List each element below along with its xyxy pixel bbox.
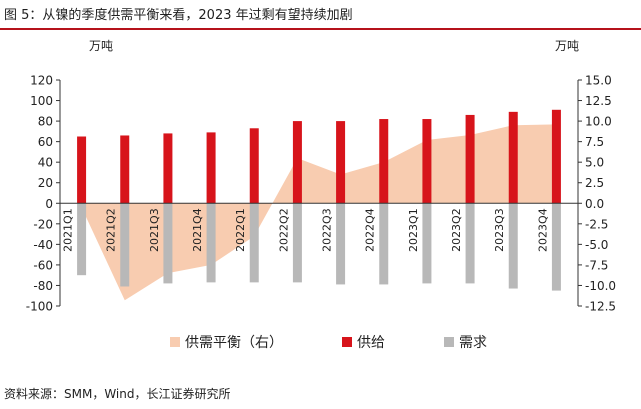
right-tick-label: -7.5 (585, 258, 608, 272)
supply-bar-2022Q1 (249, 128, 259, 204)
demand-bar-2022Q1 (249, 203, 259, 283)
legend-demand-swatch (444, 337, 454, 347)
legend-balance-label: 供需平衡（右） (185, 335, 283, 351)
supply-bar-2021Q2 (120, 135, 130, 204)
category-label: 2022Q4 (364, 208, 377, 252)
supply-bar-2022Q4 (379, 119, 389, 204)
right-tick-label: 2.5 (585, 176, 604, 190)
demand-bar-2023Q4 (551, 203, 561, 291)
right-tick-label: -2.5 (585, 217, 608, 231)
supply-bar-2023Q1 (422, 119, 432, 204)
left-tick-label: 120 (30, 74, 53, 88)
balance-area-layer (81, 124, 557, 301)
demand-bar-2021Q2 (120, 203, 130, 287)
supply-bar-2021Q1 (77, 136, 87, 204)
category-label: 2021Q1 (62, 208, 75, 252)
right-tick-label: 12.5 (585, 94, 612, 108)
chart: 120 100 80 60 40 20 0 -20 -40 -60 -80 -100 15.0 12.5 1… (26, 39, 616, 351)
right-unit-label: 万吨 (555, 39, 579, 53)
right-tick-label: -12.5 (585, 300, 616, 314)
right-tick-label: 5.0 (585, 156, 604, 170)
left-tick-label: 100 (30, 94, 53, 108)
supply-bar-2022Q3 (336, 121, 346, 204)
left-tick-label: 20 (38, 176, 53, 190)
legend-demand-label: 需求 (459, 335, 487, 351)
left-tick-label: -60 (33, 258, 53, 272)
left-tick-label: 80 (38, 115, 53, 129)
demand-bar-2021Q1 (77, 203, 87, 276)
demand-bar-2022Q2 (292, 203, 302, 283)
demand-bar-2022Q3 (336, 203, 346, 285)
left-tick-label: 40 (38, 156, 53, 170)
category-label: 2021Q4 (191, 208, 204, 252)
legend-balance-swatch (170, 337, 180, 347)
legend-supply-swatch (342, 337, 352, 347)
category-label: 2021Q2 (105, 208, 118, 252)
right-tick-label: 7.5 (585, 135, 604, 149)
left-tick-label: 0 (45, 197, 53, 211)
category-label: 2022Q1 (234, 208, 247, 252)
supply-bar-2023Q2 (465, 114, 475, 204)
category-label: 2022Q2 (277, 208, 290, 252)
left-tick-label: -20 (33, 217, 53, 231)
demand-bar-2022Q4 (379, 203, 389, 285)
left-tick-label: 60 (38, 135, 53, 149)
right-tick-label: -10.0 (585, 279, 616, 293)
source-note: 资料来源：SMM，Wind，长江证券研究所 (4, 387, 231, 401)
bars-layer (77, 109, 561, 291)
legend-supply-label: 供给 (357, 335, 385, 351)
category-label: 2023Q4 (536, 208, 549, 252)
category-label: 2021Q3 (148, 208, 161, 252)
demand-bar-2021Q4 (206, 203, 216, 283)
category-label: 2023Q1 (407, 208, 420, 252)
supply-bar-2021Q4 (206, 132, 216, 204)
left-tick-label: -40 (33, 238, 53, 252)
right-tick-label: 0.0 (585, 197, 604, 211)
demand-bar-2023Q2 (465, 203, 475, 284)
demand-bar-2023Q3 (508, 203, 518, 289)
balance-area (81, 124, 557, 301)
right-tick-label: 10.0 (585, 115, 612, 129)
category-label: 2022Q3 (321, 208, 334, 252)
right-tick-label: -5.0 (585, 238, 608, 252)
supply-bar-2021Q3 (163, 133, 173, 204)
demand-bar-2021Q3 (163, 203, 173, 284)
title-rule (0, 28, 641, 30)
supply-bar-2023Q4 (551, 109, 561, 204)
axes-layer: 120 100 80 60 40 20 0 -20 -40 -60 -80 -100 15.0 12.5 1… (26, 39, 616, 314)
demand-bar-2023Q1 (422, 203, 432, 284)
category-label: 2023Q2 (450, 208, 463, 252)
legend: 供需平衡（右） 供给 需求 (170, 335, 487, 351)
left-tick-label: -100 (26, 300, 53, 314)
left-unit-label: 万吨 (89, 39, 113, 53)
supply-bar-2023Q3 (508, 111, 518, 204)
left-tick-label: -80 (33, 279, 53, 293)
category-label: 2023Q3 (493, 208, 506, 252)
chart-title: 图 5：从镍的季度供需平衡来看，2023 年过剩有望持续加剧 (4, 8, 353, 23)
supply-bar-2022Q2 (292, 121, 302, 204)
right-tick-label: 15.0 (585, 74, 612, 88)
